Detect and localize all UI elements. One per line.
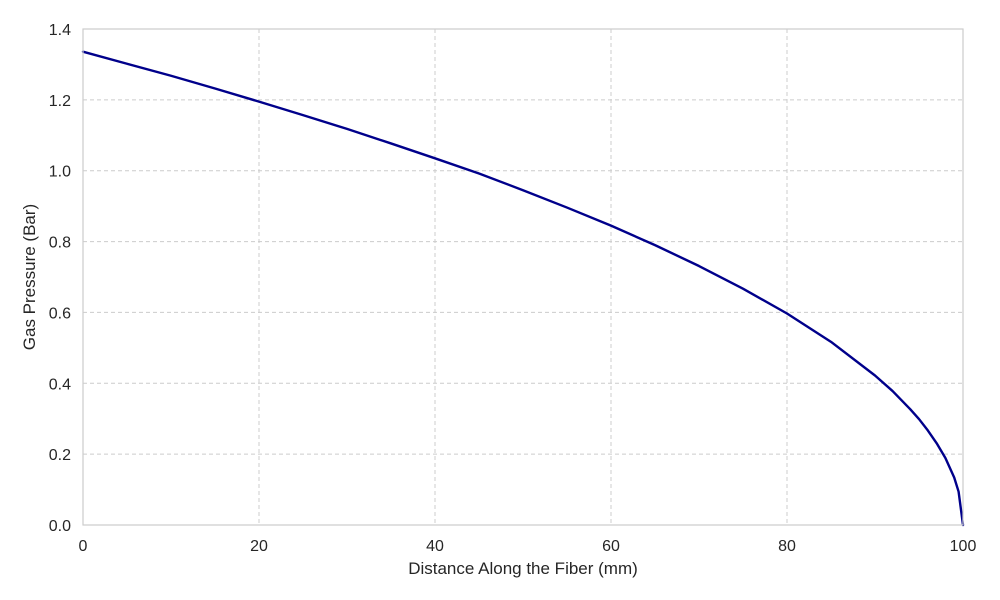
y-tick-label: 1.2: [49, 93, 71, 110]
x-tick-label: 80: [778, 538, 796, 555]
y-tick-label: 0.0: [49, 518, 71, 535]
y-tick-label: 0.6: [49, 305, 71, 322]
y-tick-label: 0.8: [49, 235, 71, 252]
x-tick-label: 100: [950, 538, 977, 555]
y-axis-ticks: 0.0 0.2 0.4 0.6 0.8 1.0 1.2 1.4: [49, 22, 71, 535]
y-axis-label: Gas Pressure (Bar): [20, 204, 39, 350]
x-tick-label: 20: [250, 538, 268, 555]
y-tick-label: 1.4: [49, 22, 71, 39]
x-tick-label: 40: [426, 538, 444, 555]
plot-frame: [82, 28, 964, 526]
grid: [83, 29, 963, 525]
x-tick-label: 60: [602, 538, 620, 555]
series-group: [81, 50, 965, 527]
x-tick-label: 0: [79, 538, 88, 555]
x-axis-label: Distance Along the Fiber (mm): [408, 559, 638, 578]
y-tick-label: 0.4: [49, 376, 71, 393]
y-tick-label: 1.0: [49, 164, 71, 181]
x-axis-ticks: 0 20 40 60 80 100: [79, 538, 977, 555]
y-tick-label: 0.2: [49, 447, 71, 464]
series-line: [81, 50, 965, 527]
